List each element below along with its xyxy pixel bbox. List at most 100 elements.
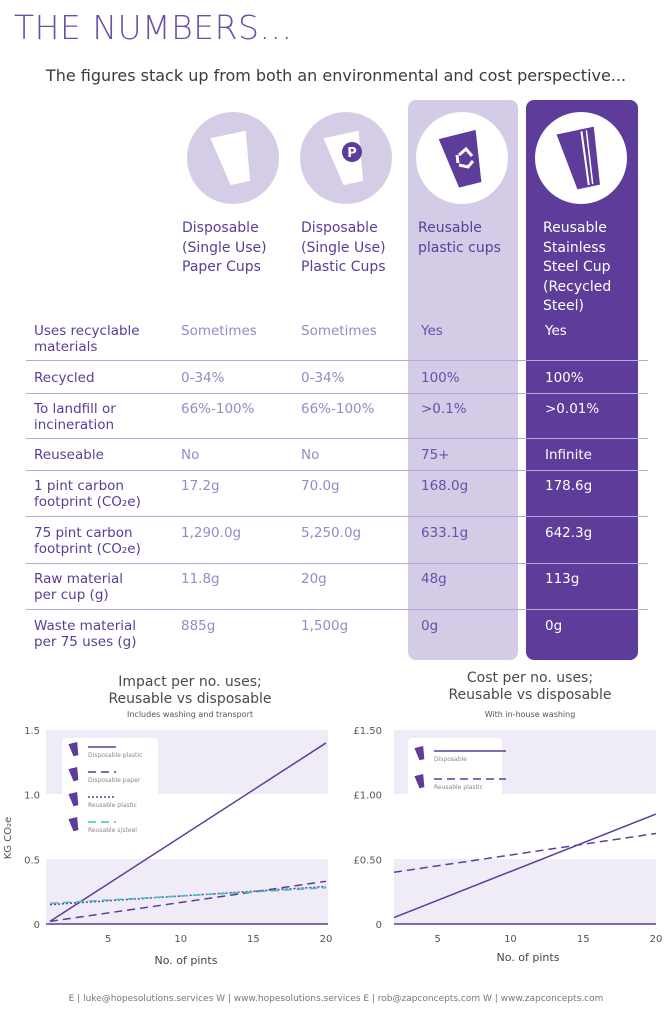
page-title: THE NUMBERS... <box>14 8 293 47</box>
series-line <box>393 832 657 874</box>
x-tick-label: 15 <box>247 934 260 945</box>
legend-cup-icon <box>68 816 79 832</box>
plot-band <box>394 859 656 924</box>
cell-paper: 66%-100% <box>181 401 255 417</box>
legend-label: Reusable plastic <box>434 784 483 791</box>
cell-plastic: 66%-100% <box>301 401 375 417</box>
x-tick-labels: 5 10 15 20 <box>434 934 662 945</box>
x-tick-label: 20 <box>320 934 333 945</box>
row-label: Waste material per 75 uses (g) <box>34 618 137 650</box>
legend: Disposable Reusable plastic <box>414 745 506 791</box>
header-line: Disposable <box>301 220 378 236</box>
row-label: 1 pint carbon footprint (CO₂e) <box>34 478 141 510</box>
header-line: Disposable <box>182 220 259 236</box>
row-label: Reuseable <box>34 447 104 463</box>
y-tick-label: £0.50 <box>353 855 382 866</box>
cell-paper: No <box>181 447 200 463</box>
legend-box <box>408 738 502 796</box>
cell-steel: Yes <box>545 323 567 339</box>
legend-cup-icon <box>68 766 79 782</box>
cell-plastic: 20g <box>301 571 327 587</box>
x-tick-label: 20 <box>650 934 663 945</box>
cell-steel: >0.01% <box>545 401 600 417</box>
legend-label: Reusable s/steel <box>88 827 137 834</box>
row-divider <box>26 360 648 361</box>
legend-cup-icon <box>414 745 425 761</box>
y-tick-label: 1.5 <box>24 726 40 737</box>
legend: Disposable plastic Disposable paper Reusab… <box>68 741 142 834</box>
column-header-plastic-cups: Disposable (Single Use) Plastic Cups <box>301 219 411 278</box>
series-line <box>49 887 327 905</box>
cost-chart-subtitle: With in-house washing <box>484 710 576 719</box>
cell-steel: Infinite <box>545 447 592 463</box>
legend-box <box>62 738 158 842</box>
column-header-steel-cup: Reusable Stainless Steel Cup (Recycled S… <box>543 219 639 317</box>
row-divider <box>26 563 648 564</box>
header-line: Reusable <box>418 220 482 236</box>
header-line: Steel) <box>543 298 584 314</box>
row-divider <box>26 516 648 517</box>
cell-paper: 885g <box>181 618 216 634</box>
cell-plastic: 1,500g <box>301 618 349 634</box>
header-line: (Recycled <box>543 278 612 295</box>
cell-plastic: 0-34% <box>301 370 345 386</box>
cell-reusable: 75+ <box>421 447 450 463</box>
page-subtitle: The figures stack up from both an enviro… <box>45 66 627 85</box>
cell-steel: 642.3g <box>545 525 593 541</box>
row-divider <box>26 438 648 439</box>
cost-chart: £0.50 £1.00 £1.50 0 5 10 15 20 No. of pints Di… <box>353 726 662 964</box>
y-axis-label: KG CO₂e <box>3 817 14 860</box>
y-tick-label: 0.5 <box>24 855 40 866</box>
cost-chart-title: Cost per no. uses; Reusable vs disposable <box>448 670 612 703</box>
recycle-cup-icon <box>416 112 508 204</box>
legend-label: Disposable plastic <box>88 752 142 759</box>
cell-paper: Sometimes <box>181 323 257 339</box>
row-label: Raw material per cup (g) <box>34 571 124 603</box>
row-label: Uses recyclable materials <box>34 323 140 355</box>
series-lines <box>49 742 327 923</box>
cell-reusable: 100% <box>421 370 460 386</box>
header-line: plastic cups <box>418 239 501 256</box>
x-tick-labels: 5 10 15 20 <box>105 934 332 945</box>
cell-paper: 0-34% <box>181 370 225 386</box>
series-lines <box>393 813 657 919</box>
impact-chart-subtitle: Includes washing and transport <box>127 710 253 719</box>
column-header-paper-cups: Disposable (Single Use) Paper Cups <box>182 219 292 278</box>
x-tick-label: 15 <box>577 934 590 945</box>
impact-chart-title: Impact per no. uses; Reusable vs disposab… <box>108 674 272 707</box>
x-axis-label: No. of pints <box>155 954 218 967</box>
legend-cup-icon <box>414 773 425 789</box>
y-tick-label: £1.00 <box>353 791 382 802</box>
y-tick-label: £1.50 <box>353 726 382 737</box>
header-line: Steel Cup <box>543 259 611 275</box>
cell-paper: 1,290.0g <box>181 525 242 541</box>
cell-steel: 178.6g <box>545 478 593 494</box>
y-tick-label: 0 <box>376 920 382 931</box>
legend-label: Disposable <box>434 756 467 763</box>
plastic-cup-icon: P <box>300 112 392 204</box>
paper-cup-icon <box>187 112 279 204</box>
x-tick-label: 5 <box>105 934 111 945</box>
y-tick-label: 1.0 <box>24 791 40 802</box>
row-label: Recycled <box>34 370 95 386</box>
header-line: Reusable <box>543 220 607 236</box>
plastic-badge-label: P <box>347 146 357 161</box>
x-tick-label: 10 <box>174 934 187 945</box>
y-tick-label: 0 <box>34 920 40 931</box>
legend-cup-icon <box>68 741 79 757</box>
cell-paper: 11.8g <box>181 571 220 587</box>
header-line: Plastic Cups <box>301 259 386 275</box>
row-label: 75 pint carbon footprint (CO₂e) <box>34 525 141 557</box>
cell-reusable: 168.0g <box>421 478 469 494</box>
cell-steel: 0g <box>545 618 563 634</box>
legend-label: Reusable plastic <box>88 802 137 809</box>
cell-reusable: 0g <box>421 618 439 634</box>
cell-reusable: 48g <box>421 571 447 587</box>
cell-reusable: Yes <box>421 323 443 339</box>
row-divider <box>26 470 648 471</box>
header-line: (Single Use) <box>301 239 386 256</box>
column-header-reusable-plastic: Reusable plastic cups <box>418 219 514 258</box>
x-tick-label: 5 <box>434 934 440 945</box>
x-axis-label: No. of pints <box>497 951 560 964</box>
cell-paper: 17.2g <box>181 478 220 494</box>
